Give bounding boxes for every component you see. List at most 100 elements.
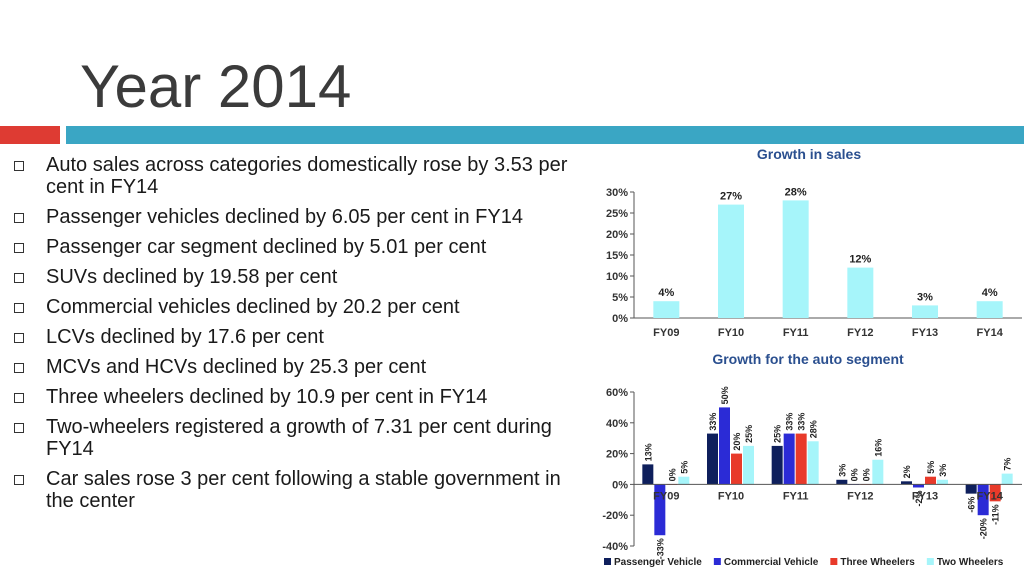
chart-title: Growth in sales	[757, 146, 861, 162]
data-label: -33%	[655, 538, 665, 559]
data-label: 33%	[785, 413, 795, 431]
bar	[965, 484, 977, 494]
bullet-text: Auto sales across categories domesticall…	[46, 154, 568, 198]
bullet-text: SUVs declined by 19.58 per cent	[46, 266, 338, 288]
square-bullet-icon	[14, 303, 24, 313]
data-label: 3%	[938, 464, 948, 477]
bar	[977, 484, 989, 516]
data-label: 20%	[732, 433, 742, 451]
square-bullet-icon	[14, 273, 24, 283]
bar	[718, 204, 744, 318]
bar	[654, 484, 666, 536]
y-tick-label: 30%	[606, 187, 628, 199]
bar	[901, 481, 912, 485]
bullet-text: LCVs declined by 17.6 per cent	[46, 326, 324, 348]
slide-title: Year 2014	[80, 53, 352, 120]
bar	[731, 453, 742, 485]
data-label: 25%	[773, 425, 783, 443]
x-tick-label: FY14	[977, 490, 1004, 502]
bar	[937, 479, 948, 485]
square-bullet-icon	[14, 423, 24, 433]
bullet-item: Auto sales across categories domesticall…	[12, 154, 572, 198]
accent-bar-teal	[66, 126, 1024, 144]
bullet-item: Two-wheelers registered a growth of 7.31…	[12, 416, 572, 460]
data-label: 33%	[708, 413, 718, 431]
y-tick-label: 25%	[606, 208, 628, 220]
x-tick-label: FY12	[847, 327, 873, 339]
bullet-text: Commercial vehicles declined by 20.2 per…	[46, 296, 460, 318]
bullet-item: Commercial vehicles declined by 20.2 per…	[12, 296, 572, 318]
bullet-item: SUVs declined by 19.58 per cent	[12, 266, 572, 288]
legend-label: Passenger Vehicle	[614, 557, 702, 568]
y-tick-label: 20%	[606, 229, 628, 241]
data-label: 28%	[785, 186, 807, 198]
bullet-text: MCVs and HCVs declined by 25.3 per cent	[46, 356, 427, 378]
bar	[782, 200, 809, 318]
y-tick-label: 15%	[606, 250, 628, 262]
x-tick-label: FY14	[977, 327, 1004, 339]
bar	[913, 484, 924, 488]
data-label: 4%	[982, 287, 998, 299]
legend-swatch	[604, 558, 611, 565]
bar	[912, 305, 938, 318]
legend-label: Commercial Vehicle	[724, 557, 819, 568]
bar	[1001, 473, 1013, 485]
data-label: 2%	[902, 465, 912, 478]
data-label: -6%	[967, 497, 977, 513]
bar	[783, 433, 795, 485]
bar	[642, 464, 654, 485]
bar	[847, 267, 874, 318]
data-label: -2%	[914, 490, 924, 506]
data-label: 4%	[658, 287, 674, 299]
bar	[989, 484, 1001, 502]
y-tick-label: 60%	[606, 387, 628, 399]
data-label: 12%	[849, 254, 871, 266]
accent-bar-red	[0, 126, 60, 144]
data-label: 50%	[720, 386, 730, 404]
bar	[872, 459, 884, 485]
data-label: 7%	[1003, 458, 1013, 471]
data-label: -11%	[991, 504, 1001, 525]
square-bullet-icon	[14, 333, 24, 343]
bar	[836, 479, 848, 485]
square-bullet-icon	[14, 213, 24, 223]
y-tick-label: 0%	[612, 479, 628, 491]
data-label: 3%	[917, 291, 933, 303]
bullet-item: MCVs and HCVs declined by 25.3 per cent	[12, 356, 572, 378]
square-bullet-icon	[14, 161, 24, 171]
x-tick-label: FY13	[912, 490, 938, 502]
legend-swatch	[830, 558, 838, 565]
square-bullet-icon	[14, 475, 24, 485]
data-label: 25%	[744, 425, 754, 443]
legend-swatch	[926, 558, 934, 565]
data-label: 5%	[679, 461, 689, 474]
bullet-text: Car sales rose 3 per cent following a st…	[46, 468, 561, 512]
bar	[795, 433, 807, 485]
bullet-text: Two-wheelers registered a growth of 7.31…	[46, 416, 552, 460]
data-label: 0%	[861, 468, 871, 481]
x-tick-label: FY13	[912, 327, 938, 339]
data-label: 16%	[873, 439, 883, 457]
y-tick-label: 20%	[606, 449, 628, 461]
bullet-item: Three wheelers declined by 10.9 per cent…	[12, 386, 572, 408]
chart-title: Growth for the auto segment	[712, 351, 904, 367]
x-tick-label: FY10	[718, 327, 744, 339]
bullet-item: Passenger vehicles declined by 6.05 per …	[12, 206, 572, 228]
y-tick-label: 10%	[606, 271, 628, 283]
y-tick-label: -40%	[602, 541, 628, 553]
bar	[976, 301, 1003, 318]
bar	[678, 476, 690, 485]
square-bullet-icon	[14, 393, 24, 403]
x-tick-label: FY09	[653, 490, 679, 502]
bullet-text: Passenger vehicles declined by 6.05 per …	[46, 206, 523, 228]
x-tick-label: FY12	[847, 490, 873, 502]
data-label: 0%	[849, 468, 859, 481]
bullet-text: Three wheelers declined by 10.9 per cent…	[46, 386, 488, 408]
square-bullet-icon	[14, 363, 24, 373]
x-tick-label: FY10	[718, 490, 744, 502]
bullet-list: Auto sales across categories domesticall…	[12, 154, 572, 520]
bar	[707, 433, 718, 485]
bullet-text: Passenger car segment declined by 5.01 p…	[46, 236, 487, 258]
y-tick-label: -20%	[602, 510, 628, 522]
bullet-item: Passenger car segment declined by 5.01 p…	[12, 236, 572, 258]
